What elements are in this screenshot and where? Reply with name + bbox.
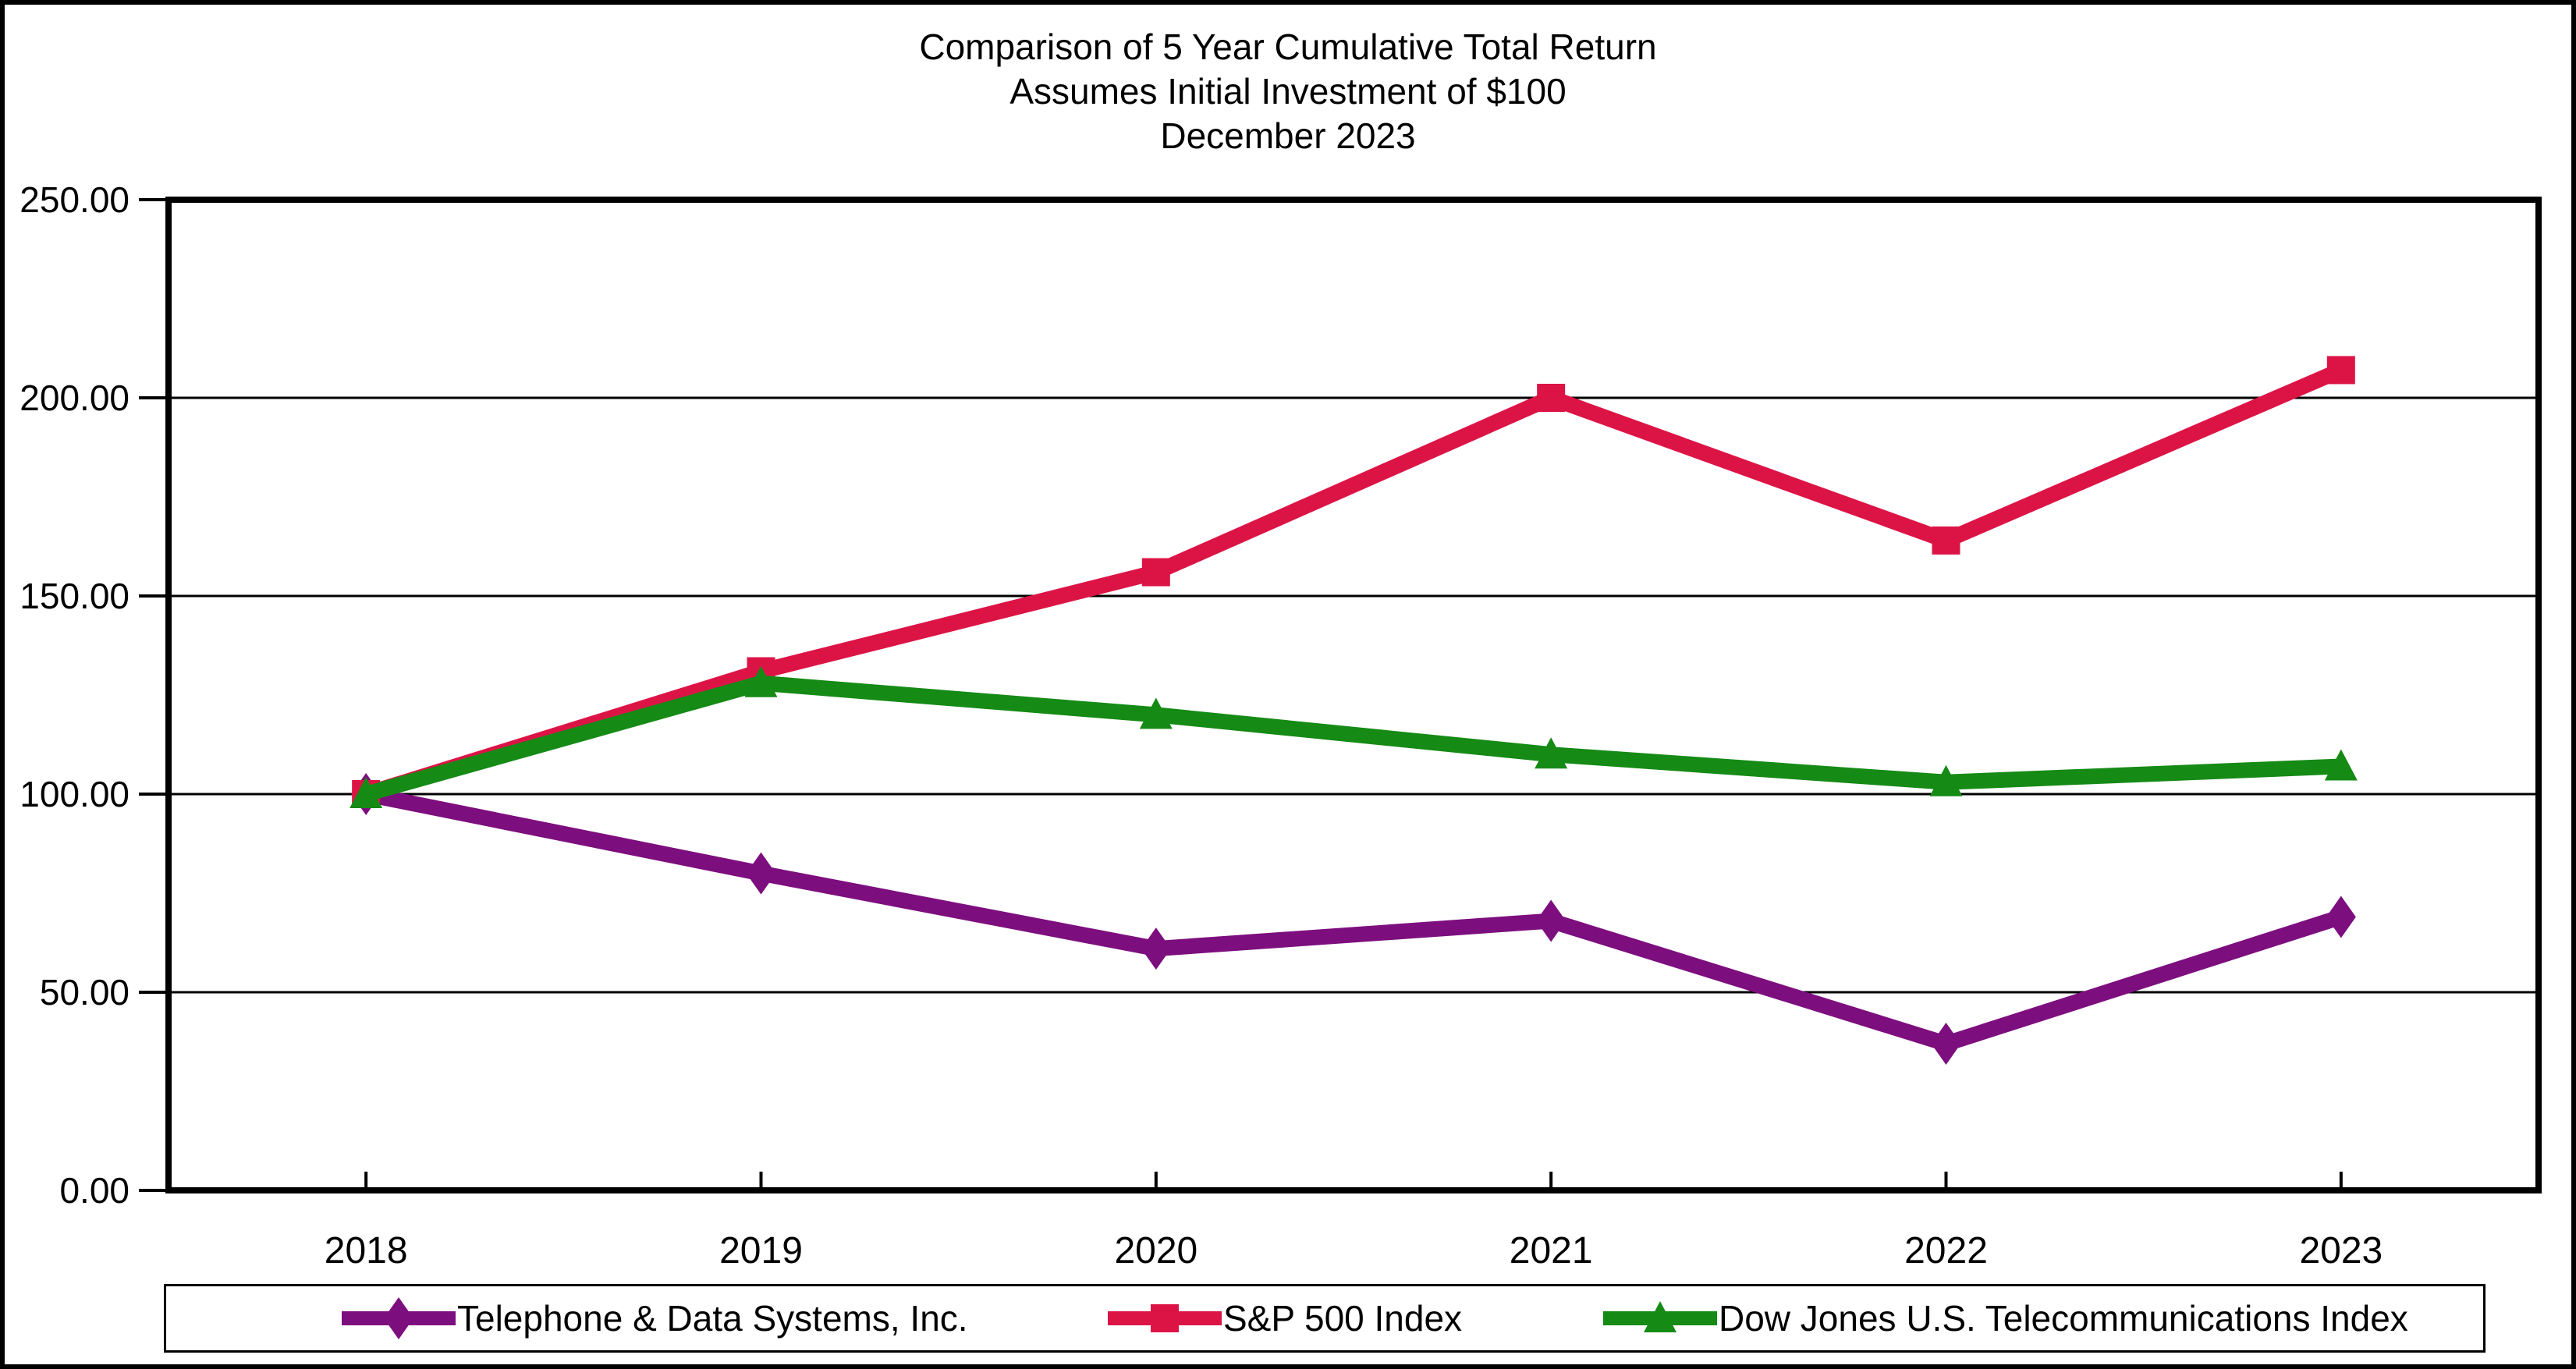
x-axis-tick-label: 2022 [1904, 1230, 1988, 1271]
data-point-sp500-2023 [2326, 356, 2355, 385]
data-point-tds-2021 [1536, 899, 1567, 942]
legend-item-dowjones-telecom: Dow Jones U.S. Telecommunications Index [1602, 1286, 2408, 1350]
data-point-sp500-2022 [1932, 526, 1960, 555]
y-axis-tick-label: 150.00 [20, 576, 130, 616]
legend-marker-shape [384, 1297, 413, 1339]
dowjones-telecom-legend-marker-icon [1603, 1301, 1717, 1332]
series-line-dowjones-telecom [364, 675, 2342, 802]
y-axis-tick-label: 200.00 [20, 378, 130, 418]
sp500-legend-marker-icon [1108, 1304, 1222, 1332]
series-line-tds [364, 786, 2344, 1052]
data-point-tds-2019 [746, 852, 776, 895]
y-axis-tick-label: 50.00 [40, 972, 130, 1013]
legend-marker-shape [1151, 1304, 1179, 1332]
x-axis-tick-label: 2018 [325, 1230, 408, 1271]
chart-title-line-2: Assumes Initial Investment of $100 [1009, 71, 1567, 112]
data-point-tds-2022 [1931, 1023, 1961, 1066]
x-axis-tick-label: 2021 [1510, 1230, 1593, 1271]
plot-area: 250.00 200.00 150.00 100.00 50.00 0.00 2018 201… [20, 179, 2542, 1271]
x-axis-tick-label: 2020 [1114, 1230, 1198, 1271]
data-point-dowjones-telecom-2022 [1929, 764, 1963, 796]
data-point-dowjones-telecom-2021 [1535, 737, 1568, 769]
tds-legend-label: Telephone & Data Systems, Inc. [457, 1298, 968, 1339]
data-point-dowjones-telecom-2018 [349, 777, 383, 808]
tds-legend-marker-icon [342, 1297, 456, 1339]
y-axis-tick-label: 100.00 [20, 774, 130, 814]
legend-marker-shape [1644, 1301, 1677, 1332]
dowjones-telecom-legend-label: Dow Jones U.S. Telecommunications Index [1719, 1298, 2408, 1339]
y-axis-tick-label: 250.00 [20, 179, 130, 220]
data-point-dowjones-telecom-2019 [744, 665, 778, 697]
y-axis-tick-label: 0.00 [59, 1170, 130, 1211]
sp500-legend-label: S&P 500 Index [1223, 1298, 1463, 1339]
chart-title-line-3: December 2023 [1160, 115, 1416, 156]
legend-item-tds: Telephone & Data Systems, Inc. [340, 1286, 968, 1350]
data-point-sp500-2020 [1141, 558, 1170, 587]
x-axis-tick-label: 2019 [719, 1230, 803, 1271]
data-point-tds-2023 [2326, 896, 2356, 938]
data-point-dowjones-telecom-2020 [1139, 697, 1173, 729]
chart-title-line-1: Comparison of 5 Year Cumulative Total Re… [919, 27, 1657, 67]
data-point-tds-2020 [1141, 927, 1171, 970]
data-point-dowjones-telecom-2023 [2324, 749, 2358, 781]
legend-item-sp500: S&P 500 Index [1106, 1286, 1462, 1350]
legend: Telephone & Data Systems, Inc. S&P 500 I… [164, 1284, 2486, 1353]
data-point-sp500-2021 [1537, 384, 1566, 412]
series-line-sp500 [364, 363, 2344, 802]
x-axis-tick-label: 2023 [2299, 1230, 2383, 1271]
chart-title: Comparison of 5 Year Cumulative Total Re… [5, 25, 2571, 158]
plot-border [165, 197, 2542, 1193]
